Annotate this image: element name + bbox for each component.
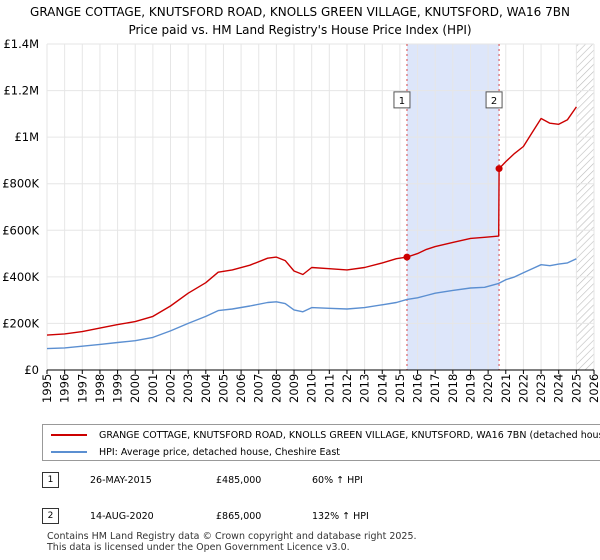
y-tick-label: £400K: [2, 270, 39, 284]
plot-area: [47, 44, 594, 370]
x-tick-label: 1995: [40, 374, 54, 403]
x-tick-label: 2008: [269, 374, 283, 403]
y-tick-label: £0: [24, 363, 39, 377]
y-tick-label: £800K: [2, 177, 39, 191]
x-tick-label: 2000: [128, 374, 142, 403]
sale-point: [403, 253, 411, 261]
x-tick-label: 1998: [93, 374, 107, 403]
x-tick-label: 2007: [252, 374, 266, 403]
legend-label-property: GRANGE COTTAGE, KNUTSFORD ROAD, KNOLLS G…: [99, 429, 600, 441]
sale-date: 14-AUG-2020: [90, 511, 154, 522]
y-tick-label: £1.4M: [3, 37, 39, 51]
sale-label-text: 1: [399, 96, 405, 107]
y-tick-label: £1M: [14, 130, 39, 144]
x-tick-label: 2004: [199, 374, 213, 403]
x-tick-label: 2019: [463, 374, 477, 403]
sale-date: 26-MAY-2015: [90, 475, 152, 486]
sale-label-text: 2: [491, 96, 497, 107]
x-tick-label: 2012: [340, 374, 354, 403]
future-hatch: [576, 44, 594, 370]
x-tick-label: 2001: [146, 374, 160, 403]
footer-licence: This data is licensed under the Open Gov…: [47, 542, 350, 553]
sale-price: £865,000: [216, 511, 262, 522]
sale-label-box: [393, 91, 411, 109]
hpi-series-line: [46, 258, 577, 350]
y-tick-label: £600K: [2, 223, 39, 237]
x-tick-label: 2025: [569, 374, 583, 403]
x-tick-label: 2011: [322, 374, 336, 403]
legend: GRANGE COTTAGE, KNUTSFORD ROAD, KNOLLS G…: [42, 424, 600, 461]
x-tick-label: 2026: [587, 374, 600, 403]
x-tick-label: 2009: [287, 374, 301, 403]
price-chart: 1 2 £0 £200K £400K £600K £800K £1M £1.2M £1.4M 199…: [2, 37, 600, 403]
x-tick-label: 2014: [375, 374, 389, 403]
x-tick-label: 2021: [499, 374, 513, 403]
legend-swatch-red: [51, 434, 87, 436]
x-tick-label: 2005: [216, 374, 230, 403]
legend-label-hpi: HPI: Average price, detached house, Ches…: [99, 446, 341, 458]
x-tick-label: 1996: [58, 374, 72, 403]
x-tick-label: 2013: [358, 374, 372, 403]
x-tick-label: 2018: [446, 374, 460, 403]
x-tick-label: 2022: [516, 374, 530, 403]
title-subtitle: Price paid vs. HM Land Registry's House …: [128, 23, 472, 37]
sale-hpi-change: 132% ↑ HPI: [312, 511, 369, 522]
footer-copyright: Contains HM Land Registry data © Crown c…: [47, 531, 417, 542]
footer: Contains HM Land Registry data © Crown c…: [47, 531, 417, 553]
legend-item-property: GRANGE COTTAGE, KNUTSFORD ROAD, KNOLLS G…: [51, 427, 600, 443]
legend-swatch-blue: [51, 451, 87, 453]
title-address: GRANGE COTTAGE, KNUTSFORD ROAD, KNOLLS G…: [30, 5, 570, 19]
y-tick-label: £1.2M: [3, 84, 39, 98]
x-tick-label: 2017: [428, 374, 442, 403]
x-tick-label: 2003: [181, 374, 195, 403]
sale-number-badge: 2: [42, 508, 59, 524]
x-tick-label: 1999: [111, 374, 125, 403]
x-tick-label: 2002: [164, 374, 178, 403]
x-tick-label: 2006: [234, 374, 248, 403]
sale-row: 1 26-MAY-2015 £485,000 60% ↑ HPI: [42, 470, 582, 490]
x-tick-label: 2020: [481, 374, 495, 403]
legend-item-hpi: HPI: Average price, detached house, Ches…: [51, 444, 340, 460]
sale-number-badge: 1: [42, 472, 59, 488]
x-tick-label: 2023: [534, 374, 548, 403]
x-tick-label: 2015: [393, 374, 407, 403]
x-tick-label: 2010: [305, 374, 319, 403]
y-tick-label: £200K: [2, 316, 39, 330]
sale-price: £485,000: [216, 475, 262, 486]
sale-point: [495, 165, 503, 173]
x-tick-label: 1997: [75, 374, 89, 403]
property-series-line: [46, 106, 577, 336]
sale-hpi-change: 60% ↑ HPI: [312, 475, 363, 486]
chart-title: GRANGE COTTAGE, KNUTSFORD ROAD, KNOLLS G…: [0, 3, 600, 39]
sale-row: 2 14-AUG-2020 £865,000 132% ↑ HPI: [42, 506, 582, 526]
x-tick-label: 2016: [411, 374, 425, 403]
x-tick-label: 2024: [552, 374, 566, 403]
sale-label-box: [485, 91, 503, 109]
